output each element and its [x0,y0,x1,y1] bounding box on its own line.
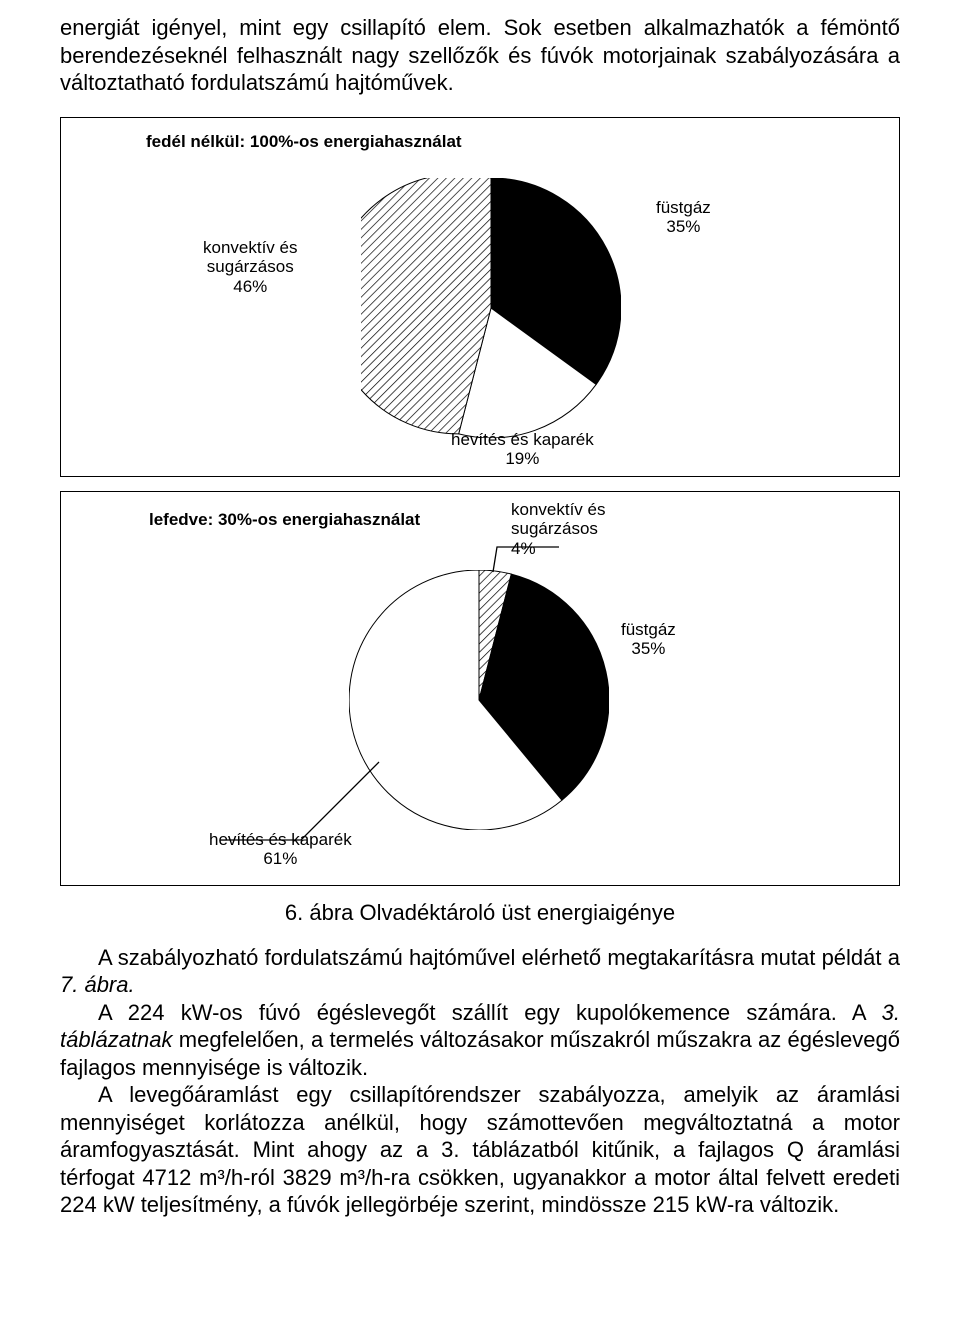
chart-2-box: lefedve: 30%-os energiahasználat konvekt… [60,491,900,886]
figure-caption: 6. ábra Olvadéktároló üst energiaigénye [60,900,900,926]
mid-p2-text-b: megfelelően, a termelés változásakor műs… [60,1027,900,1080]
intro-paragraph: energiát igényel, mint egy csillapító el… [60,14,900,97]
chart-2-label-hevites: hevítés és kaparék 61% [209,830,352,869]
chart-1-label-hevites: hevítés és kaparék 19% [451,430,594,469]
mid-p1-italic: 7. ábra. [60,972,135,997]
mid-p1-text: A szabályozható fordulatszámú hajtóművel… [98,945,900,970]
chart-1-box: fedél nélkül: 100%-os energiahasználat f… [60,117,900,477]
chart-1-label-fustgaz: füstgáz 35% [656,198,711,237]
chart-2-label-konvektiv: konvektív és sugárzásos 4% [511,500,606,559]
chart-1-pie [361,178,621,438]
mid-p2-text-a: A 224 kW-os fúvó égéslevegőt szállít egy… [98,1000,882,1025]
chart-1-title: fedél nélkül: 100%-os energiahasználat [146,132,462,152]
mid-paragraph-2: A 224 kW-os fúvó égéslevegőt szállít egy… [60,999,900,1082]
chart-2-label-fustgaz: füstgáz 35% [621,620,676,659]
chart-1-label-konvektiv: konvektív és sugárzásos 46% [203,238,298,297]
mid-paragraph-1: A szabályozható fordulatszámú hajtóművel… [60,944,900,999]
bottom-paragraph: A levegőáramlást egy csillapítórendszer … [60,1081,900,1219]
chart-2-leader-hevites [61,492,899,887]
